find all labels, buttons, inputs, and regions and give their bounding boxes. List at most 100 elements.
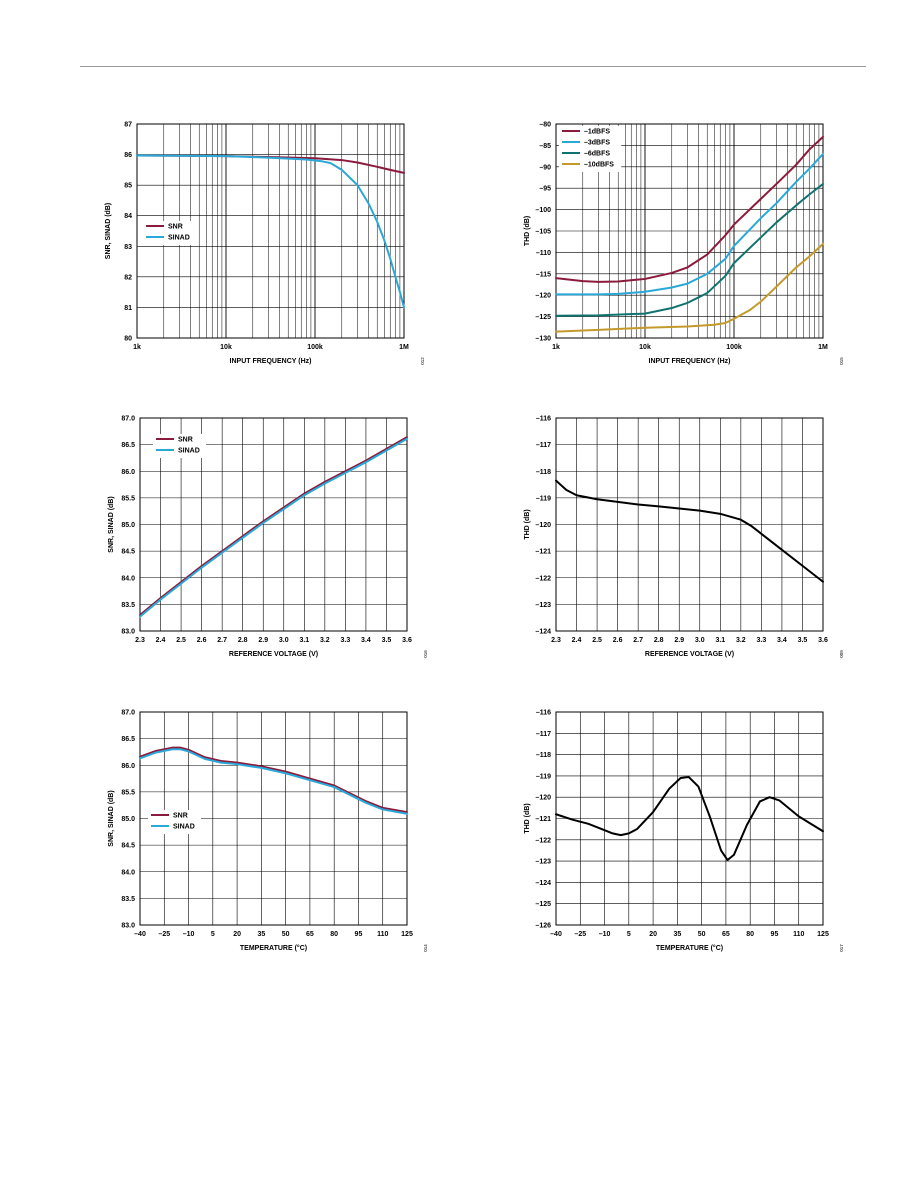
y-tick-label: –125: [535, 901, 551, 908]
x-tick-label: 80: [746, 931, 754, 938]
x-tick-label: 3.3: [757, 637, 767, 644]
y-tick-label: 86.0: [121, 469, 135, 476]
y-tick-label: 81: [124, 305, 132, 312]
x-tick-label: 1M: [818, 344, 828, 351]
y-tick-label: 87.0: [121, 416, 135, 423]
x-tick-label: 65: [722, 931, 730, 938]
y-tick-label: –120: [535, 795, 551, 802]
y-axis-label: SNR, SINAD (dB): [108, 790, 115, 846]
legend-label: –3dBFS: [584, 140, 610, 147]
x-tick-label: 50: [282, 931, 290, 938]
x-tick-label: 2.9: [674, 637, 684, 644]
y-axis-label: THD (dB): [524, 509, 531, 539]
y-tick-label: 83.0: [121, 629, 135, 636]
series-line-1: [139, 748, 408, 815]
y-axis-label: SNR, SINAD (dB): [105, 203, 112, 259]
figure-code: 012: [420, 357, 425, 365]
series-line-0: [555, 135, 824, 283]
x-tick-label: 3.3: [341, 637, 351, 644]
y-tick-label: –95: [539, 186, 551, 193]
series-line-0: [555, 479, 824, 583]
y-tick-label: –117: [536, 731, 551, 738]
plot-frame: [555, 711, 824, 926]
x-tick-label: –40: [550, 931, 562, 938]
chart-c6: –40 –25 –10 5 20 35 50 65 80 95 110 125 –126 –125 –124…: [524, 710, 844, 953]
y-tick-label: –115: [536, 271, 551, 278]
series-line-1: [555, 152, 824, 296]
x-axis-label: REFERENCE VOLTAGE (V): [229, 651, 318, 658]
y-tick-label: –121: [535, 549, 551, 556]
x-tick-label: 35: [257, 931, 265, 938]
y-tick-label: 85.5: [121, 495, 135, 502]
x-tick-label: 95: [355, 931, 363, 938]
y-tick-label: 84.5: [121, 843, 135, 850]
x-tick-label: 2.8: [654, 637, 664, 644]
x-tick-label: 1k: [133, 344, 141, 351]
x-tick-label: 3.1: [299, 637, 309, 644]
y-tick-label: 86.5: [121, 442, 135, 449]
header-rule: [80, 66, 866, 67]
y-tick-label: –120: [535, 522, 551, 529]
x-tick-label: 20: [649, 931, 657, 938]
y-tick-label: –118: [536, 469, 551, 476]
x-tick-label: 2.5: [592, 637, 602, 644]
y-tick-label: –90: [539, 164, 551, 171]
x-tick-label: 3.6: [818, 637, 828, 644]
x-axis-label: REFERENCE VOLTAGE (V): [645, 651, 734, 658]
x-tick-label: 3.5: [382, 637, 392, 644]
legend-label: SINAD: [178, 448, 200, 455]
y-tick-label: 85.0: [121, 816, 135, 823]
y-tick-label: –125: [535, 314, 551, 321]
y-tick-label: 84.0: [121, 575, 135, 582]
plot-frame: [139, 711, 408, 926]
figure-code: 015: [839, 357, 844, 365]
x-tick-label: –25: [158, 931, 170, 938]
series-line-1: [139, 437, 408, 618]
legend-label: SNR: [168, 224, 183, 231]
y-tick-label: 82: [124, 274, 132, 281]
y-tick-label: –123: [535, 602, 551, 609]
y-tick-label: –121: [535, 816, 551, 823]
y-tick-label: 85: [124, 183, 132, 190]
x-tick-label: 3.2: [320, 637, 330, 644]
x-tick-label: 2.4: [572, 637, 582, 644]
y-tick-label: –124: [535, 629, 551, 636]
y-tick-label: –80: [539, 122, 551, 129]
y-tick-label: –122: [535, 575, 551, 582]
x-tick-label: –40: [134, 931, 146, 938]
x-tick-label: 2.5: [176, 637, 186, 644]
x-tick-label: 100k: [307, 344, 323, 351]
series-line-3: [555, 242, 824, 333]
x-tick-label: 3.2: [736, 637, 746, 644]
legend-label: –6dBFS: [584, 151, 610, 158]
y-tick-label: 84: [124, 213, 132, 220]
y-tick-label: 83.5: [121, 602, 135, 609]
chart-c5: –40 –25 –10 5 20 35 50 65 80 95 110 125 83.0 83.5 84.0…: [108, 710, 428, 953]
series-line-2: [555, 182, 824, 317]
plot-frame: [555, 123, 824, 339]
x-tick-label: 2.9: [258, 637, 268, 644]
y-tick-label: –126: [535, 923, 551, 930]
x-axis-label: TEMPERATURE (°C): [240, 944, 307, 952]
y-axis-label: THD (dB): [524, 803, 531, 833]
x-tick-label: 2.7: [633, 637, 643, 644]
y-tick-label: 80: [124, 336, 132, 343]
y-tick-label: 87.0: [121, 710, 135, 717]
y-axis-label: SNR, SINAD (dB): [108, 496, 115, 552]
x-axis-label: INPUT FREQUENCY (Hz): [649, 358, 731, 365]
x-tick-label: 95: [771, 931, 779, 938]
x-tick-label: –10: [599, 931, 611, 938]
x-tick-label: 125: [401, 931, 413, 938]
plot-frame: [555, 417, 824, 632]
chart-c2: 1k 10k 100k 1M –130 –125 –120 –115 –110 –105 –100 –…: [524, 122, 844, 366]
x-tick-label: 80: [330, 931, 338, 938]
y-tick-label: 84.0: [121, 869, 135, 876]
y-tick-label: –124: [535, 880, 551, 887]
y-tick-label: –123: [535, 859, 551, 866]
x-tick-label: –10: [183, 931, 195, 938]
y-tick-label: –130: [535, 336, 551, 343]
x-tick-label: 125: [817, 931, 829, 938]
y-tick-label: –117: [536, 442, 551, 449]
x-tick-label: 3.1: [715, 637, 725, 644]
